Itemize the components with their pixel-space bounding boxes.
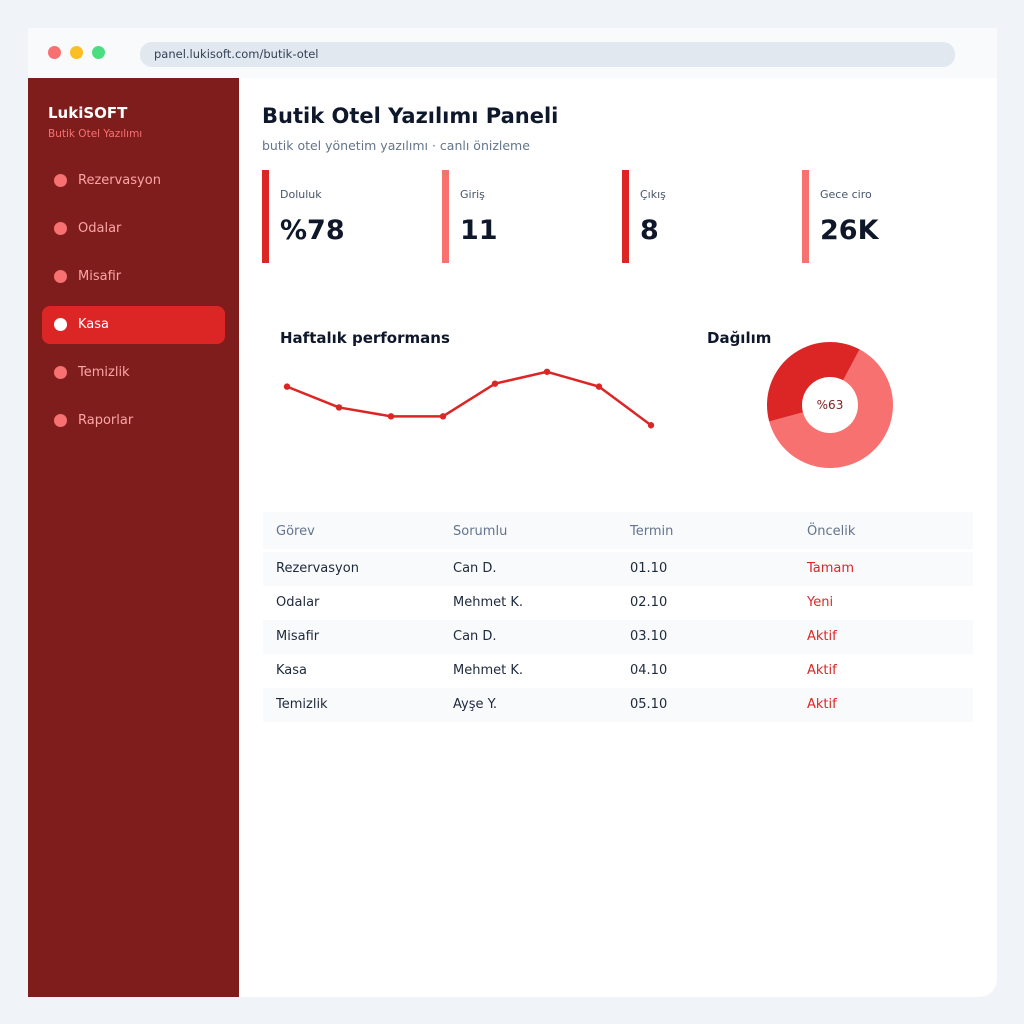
table-row[interactable]: Temizlik Ayşe Y. 05.10 Aktif: [263, 688, 973, 722]
nav-dot-icon: [54, 318, 67, 331]
kpi-label: Çıkış: [640, 188, 666, 201]
kpi-card-cikis: Çıkış 8: [622, 170, 782, 263]
kpi-card-gece-ciro: Gece ciro 26K: [802, 170, 962, 263]
sidebar-item-temizlik[interactable]: Temizlik: [42, 354, 225, 392]
nav-dot-icon: [54, 414, 67, 427]
table-row[interactable]: Odalar Mehmet K. 02.10 Yeni: [263, 586, 973, 620]
line-point: [387, 413, 395, 420]
line-point: [335, 404, 343, 411]
column-header-termin[interactable]: Termin: [630, 524, 674, 539]
cell-sorumlu: Can D.: [453, 561, 497, 576]
cell-gorev: Rezervasyon: [276, 561, 359, 576]
table-row[interactable]: Rezervasyon Can D. 01.10 Tamam: [263, 552, 973, 586]
nav-dot-icon: [54, 270, 67, 283]
table-header: Görev Sorumlu Termin Öncelik: [263, 512, 973, 549]
cell-sorumlu: Can D.: [453, 629, 497, 644]
nav-dot-icon: [54, 174, 67, 187]
kpi-value: 8: [640, 215, 659, 246]
brand-subtitle: Butik Otel Yazılımı: [48, 128, 143, 140]
page-subtitle: butik otel yönetim yazılımı · canlı öniz…: [262, 138, 530, 153]
kpi-label: Gece ciro: [820, 188, 872, 201]
close-window-dot[interactable]: [48, 46, 61, 59]
cell-sorumlu: Mehmet K.: [453, 663, 524, 678]
task-table: Görev Sorumlu Termin Öncelik Rezervasyon…: [263, 512, 973, 722]
line-point: [647, 422, 655, 429]
cell-termin: 05.10: [630, 697, 668, 712]
cell-sorumlu: Ayşe Y.: [453, 697, 498, 712]
kpi-card-giris: Giriş 11: [442, 170, 602, 263]
cell-gorev: Odalar: [276, 595, 320, 610]
cell-termin: 01.10: [630, 561, 668, 576]
browser-chrome: panel.lukisoft.com/butik-otel: [28, 28, 997, 78]
line-series: [286, 370, 652, 427]
distribution-donut-chart: %63: [767, 342, 893, 468]
line-point: [491, 380, 499, 387]
donut-slice: [767, 342, 860, 422]
weekly-performance-chart: [283, 368, 655, 429]
cell-termin: 03.10: [630, 629, 668, 644]
cell-oncelik: Aktif: [807, 663, 837, 678]
brand-name: LukiSOFT: [48, 104, 128, 122]
cell-oncelik: Yeni: [807, 595, 834, 610]
sidebar: LukiSOFT Butik Otel Yazılımı Rezervasyon…: [28, 78, 239, 997]
page-title: Butik Otel Yazılımı Paneli: [262, 104, 559, 128]
nav-dot-icon: [54, 366, 67, 379]
address-bar[interactable]: panel.lukisoft.com/butik-otel: [140, 42, 955, 67]
line-point: [439, 413, 447, 420]
kpi-value: %78: [280, 215, 345, 246]
weekly-performance-title: Haftalık performans: [280, 329, 450, 347]
sidebar-item-label: Temizlik: [78, 365, 130, 380]
line-point: [543, 368, 551, 375]
sidebar-item-label: Kasa: [78, 317, 110, 332]
table-row[interactable]: Kasa Mehmet K. 04.10 Aktif: [263, 654, 973, 688]
sidebar-item-label: Rezervasyon: [78, 173, 161, 188]
sidebar-item-raporlar[interactable]: Raporlar: [42, 402, 225, 440]
sidebar-item-label: Raporlar: [78, 413, 134, 428]
kpi-label: Doluluk: [280, 188, 322, 201]
cell-oncelik: Tamam: [807, 561, 855, 576]
donut-hole: [802, 377, 858, 433]
sidebar-item-misafir[interactable]: Misafir: [42, 258, 225, 296]
cell-oncelik: Aktif: [807, 629, 837, 644]
column-header-gorev[interactable]: Görev: [276, 524, 315, 539]
nav-dot-icon: [54, 222, 67, 235]
cell-oncelik: Aktif: [807, 697, 837, 712]
cell-sorumlu: Mehmet K.: [453, 595, 524, 610]
cell-gorev: Misafir: [276, 629, 320, 644]
line-point: [283, 383, 291, 390]
kpi-value: 11: [460, 215, 498, 246]
line-point: [595, 383, 603, 390]
kpi-card-doluluk: Doluluk %78: [262, 170, 422, 263]
sidebar-item-label: Odalar: [78, 221, 122, 236]
table-row[interactable]: Misafir Can D. 03.10 Aktif: [263, 620, 973, 654]
sidebar-item-kasa[interactable]: Kasa: [42, 306, 225, 344]
cell-termin: 02.10: [630, 595, 668, 610]
kpi-value: 26K: [820, 215, 879, 246]
minimize-window-dot[interactable]: [70, 46, 83, 59]
distribution-title: Dağılım: [707, 329, 772, 347]
sidebar-item-rezervasyon[interactable]: Rezervasyon: [42, 162, 225, 200]
maximize-window-dot[interactable]: [92, 46, 105, 59]
cell-gorev: Temizlik: [276, 697, 328, 712]
sidebar-item-label: Misafir: [78, 269, 122, 284]
donut-center-label: %63: [817, 398, 844, 412]
cell-termin: 04.10: [630, 663, 668, 678]
kpi-label: Giriş: [460, 188, 485, 201]
column-header-sorumlu[interactable]: Sorumlu: [453, 524, 508, 539]
browser-window: panel.lukisoft.com/butik-otel LukiSOFT B…: [28, 28, 997, 997]
main-content: Butik Otel Yazılımı Paneli butik otel yö…: [239, 78, 997, 997]
sidebar-item-odalar[interactable]: Odalar: [42, 210, 225, 248]
column-header-oncelik[interactable]: Öncelik: [807, 524, 856, 539]
cell-gorev: Kasa: [276, 663, 308, 678]
